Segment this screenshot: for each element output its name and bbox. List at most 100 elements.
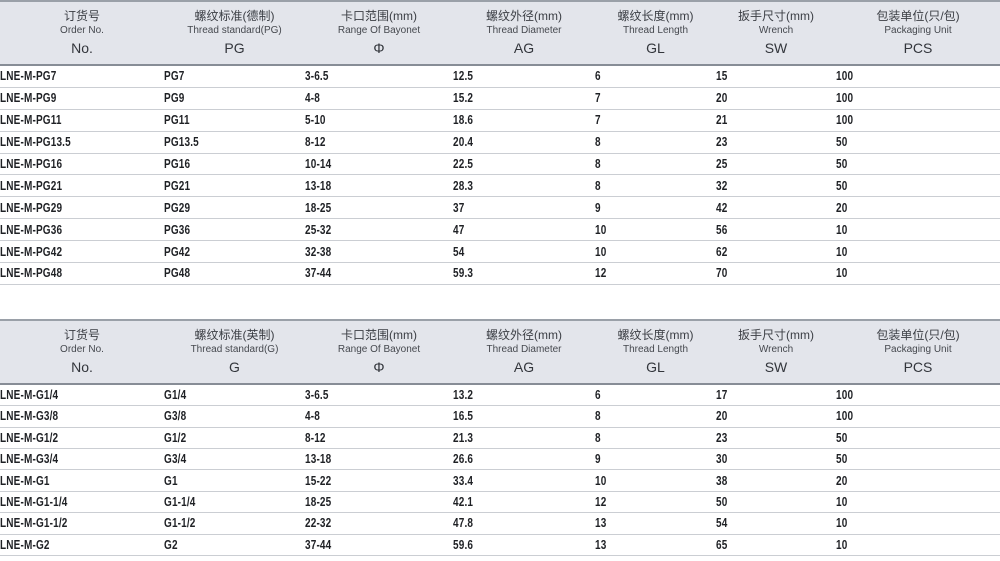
column-header-bayonet-range: 卡口范围(mm) Range Of Bayonet Φ [305,1,453,65]
cell-wrench-size: 23 [716,427,836,450]
cell-wrench-size: 25 [716,153,836,176]
table-row: LNE-M-G1-1/2 G1-1/2 22-32 47.8 13 54 10 [0,512,1000,535]
cell-packaging-unit: 100 [836,65,1000,88]
cell-bayonet-range: 3-6.5 [305,383,453,407]
cell-value: 20 [836,473,848,488]
column-header-bayonet-range: 卡口范围(mm) Range Of Bayonet Φ [305,320,453,384]
cell-order-no: LNE-M-G3/4 [0,448,164,471]
cell-value: 100 [836,409,854,424]
header-label-abbr: No. [71,358,93,375]
cell-thread-length: 12 [595,491,716,514]
table-row: LNE-M-G2 G2 37-44 59.6 13 65 10 [0,534,1000,557]
cell-value: PG7 [164,69,185,84]
header-label-abbr: AG [513,358,535,375]
cell-order-no: LNE-M-PG11 [0,109,164,132]
cell-bayonet-range: 18-25 [305,196,453,220]
header-label-abbr: PG [224,40,245,56]
cell-value: 32 [716,178,728,193]
cell-order-no: LNE-M-PG36 [0,218,164,242]
cell-thread-length: 10 [595,469,716,492]
table-row: LNE-M-PG16 PG16 10-14 22.5 8 25 50 [0,153,1000,176]
header-label-en: Thread Diameter [486,343,562,355]
cell-value: 13-18 [305,452,332,467]
cell-value: 12.5 [453,69,474,84]
cell-value: 47.8 [453,516,474,531]
pg-thread-spec-table: 订货号 Order No. No. 螺纹标准(德制) Thread standard(P… [0,1,1000,285]
cell-value: G1-1/2 [164,516,196,531]
table-row: LNE-M-G1/4 G1/4 3-6.5 13.2 6 17 100 [0,383,1000,407]
cell-value: 10 [595,244,607,259]
cell-bayonet-range: 25-32 [305,218,453,242]
table-row: LNE-M-G1/2 G1/2 8-12 21.3 8 23 50 [0,427,1000,450]
table-row: LNE-M-PG7 PG7 3-6.5 12.5 6 15 100 [0,65,1000,88]
cell-wrench-size: 20 [716,405,836,428]
header-label-cn: 螺纹长度(mm) [617,327,694,342]
cell-value: PG21 [164,178,191,193]
cell-packaging-unit: 10 [836,512,1000,535]
cell-bayonet-range: 13-18 [305,448,453,471]
cell-order-no: LNE-M-PG48 [0,262,164,285]
table-row: LNE-M-G1-1/4 G1-1/4 18-25 42.1 12 50 10 [0,491,1000,514]
cell-value: 9 [595,200,601,215]
cell-value: 28.3 [453,178,474,193]
cell-order-no: LNE-M-G3/8 [0,405,164,428]
table-row: LNE-M-PG11 PG11 5-10 18.6 7 21 100 [0,109,1000,132]
g-thread-spec-table: 订货号 Order No. No. 螺纹标准(英制) Thread standard(G… [0,319,1000,557]
column-header-thread-length: 螺纹长度(mm) Thread Length GL [595,1,716,65]
cell-thread-diameter: 28.3 [453,174,595,198]
header-label-cn: 卡口范围(mm) [341,327,417,342]
cell-order-no: LNE-M-PG16 [0,153,164,176]
cell-value: 8 [595,409,601,424]
cell-value: G1/4 [164,388,187,403]
cell-bayonet-range: 5-10 [305,109,453,132]
cell-value: G2 [164,537,178,552]
cell-thread-diameter: 33.4 [453,469,595,492]
column-header-thread-diameter: 螺纹外径(mm) Thread Diameter AG [453,1,595,65]
cell-wrench-size: 17 [716,383,836,407]
header-label-abbr: Φ [373,358,385,375]
table-row: LNE-M-PG48 PG48 37-44 59.3 12 70 10 [0,262,1000,285]
cell-value: 9 [595,452,601,467]
header-label-abbr: Φ [373,40,385,56]
cell-value: 5-10 [305,113,326,128]
header-label-en: Range Of Bayonet [337,343,421,355]
cell-wrench-size: 42 [716,196,836,220]
cell-order-no: LNE-M-G1/4 [0,383,164,407]
cell-thread-diameter: 22.5 [453,153,595,176]
cell-bayonet-range: 4-8 [305,405,453,428]
cell-value: 16.5 [453,409,474,424]
cell-value: 6 [595,388,601,403]
cell-thread-standard: G1 [164,469,305,492]
cell-thread-standard: G1-1/4 [164,491,305,514]
header-label-en: Packaging Unit [884,25,952,36]
cell-value: 10 [836,537,848,552]
cell-value: 7 [595,113,601,128]
cell-packaging-unit: 20 [836,469,1000,492]
column-header-wrench-size: 扳手尺寸(mm) Wrench SW [716,1,836,65]
cell-value: 10 [836,266,848,281]
cell-thread-diameter: 16.5 [453,405,595,428]
header-label-abbr: SW [764,358,788,375]
cell-packaging-unit: 50 [836,174,1000,198]
cell-value: 30 [716,452,728,467]
cell-value: 20.4 [453,135,474,150]
cell-value: G3/4 [164,452,187,467]
header-label-en: Packaging Unit [884,343,952,355]
header-label-abbr: GL [646,358,665,375]
cell-thread-standard: G1/2 [164,427,305,450]
header-label-cn: 螺纹外径(mm) [486,9,562,23]
cell-value: 22-32 [305,516,332,531]
table-row: LNE-M-G3/4 G3/4 13-18 26.6 9 30 50 [0,448,1000,471]
column-header-thread-standard: 螺纹标准(德制) Thread standard(PG) PG [164,1,305,65]
cell-thread-length: 13 [595,534,716,557]
cell-value: PG48 [164,266,191,281]
cell-packaging-unit: 10 [836,262,1000,285]
cell-value: 26.6 [453,452,474,467]
cell-value: PG29 [164,200,191,215]
cell-bayonet-range: 37-44 [305,262,453,285]
cell-value: 20 [836,200,848,215]
cell-value: 50 [716,495,728,510]
cell-thread-diameter: 37 [453,196,595,220]
cell-bayonet-range: 8-12 [305,131,453,154]
header-label-cn: 订货号 [63,9,100,23]
